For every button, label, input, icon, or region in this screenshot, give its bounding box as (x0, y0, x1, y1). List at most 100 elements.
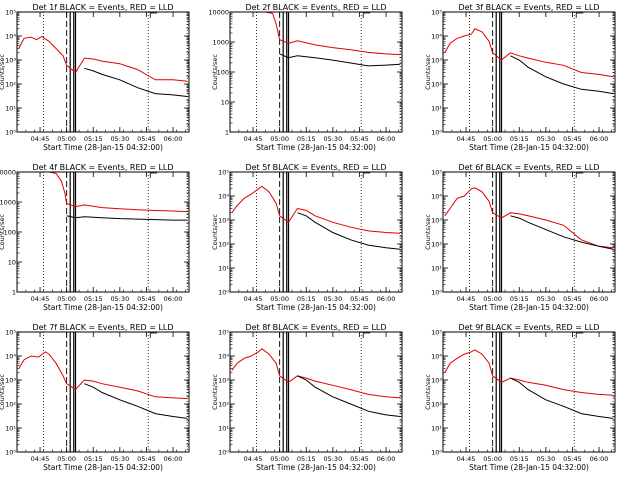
panel-title: Det 9f BLACK = Events, RED = LLD (458, 323, 599, 332)
y-tick-label: 10⁰ (5, 449, 16, 457)
y-tick-label: 10¹ (5, 105, 16, 113)
events-series-line (510, 55, 614, 95)
x-tick-label: 05:30 (110, 135, 129, 143)
corner-marker (362, 12, 371, 18)
corner-marker (149, 12, 158, 18)
x-axis-label: Start Time (28-Jan-15 04:32:00) (43, 463, 163, 472)
events-series-line (297, 212, 401, 250)
y-tick-label: 10² (218, 241, 229, 249)
events-series-line (84, 67, 188, 97)
x-tick-label: 04:45 (457, 135, 476, 143)
y-tick-label: 10⁰ (218, 449, 229, 457)
x-axis-label: Start Time (28-Jan-15 04:32:00) (256, 143, 376, 152)
x-axis-label: Start Time (28-Jan-15 04:32:00) (256, 303, 376, 312)
y-tick-label: 10⁰ (431, 449, 442, 457)
detector-panel: Det 4f BLACK = Events, RED = LLD Counts/s… (0, 163, 190, 312)
y-tick-label: 10¹ (218, 425, 229, 433)
y-tick-label: 10 (221, 99, 229, 107)
x-tick-label: 05:45 (563, 135, 582, 143)
y-tick-label: 10³ (5, 377, 16, 385)
events-series-line (510, 377, 614, 419)
panel-title: Det 6f BLACK = Events, RED = LLD (458, 163, 599, 172)
x-tick-label: 05:15 (84, 295, 103, 303)
x-tick-label: 06:00 (164, 295, 183, 303)
y-tick-label: 10⁴ (431, 193, 442, 201)
panel-title: Det 2f BLACK = Events, RED = LLD (245, 3, 386, 12)
panel-title: Det 8f BLACK = Events, RED = LLD (245, 323, 386, 332)
detector-panel: Det 9f BLACK = Events, RED = LLD Counts/s… (424, 323, 616, 472)
x-tick-label: 05:45 (350, 135, 369, 143)
x-tick-label: 05:00 (483, 135, 502, 143)
lld-series-line (18, 171, 188, 213)
x-axis-label: Start Time (28-Jan-15 04:32:00) (469, 303, 589, 312)
x-tick-label: 05:00 (270, 295, 289, 303)
x-tick-label: 04:45 (31, 295, 50, 303)
y-tick-label: 10² (431, 241, 442, 249)
lld-series-line (444, 187, 614, 249)
corner-marker (149, 332, 158, 338)
y-tick-label: 10⁴ (5, 353, 16, 361)
lld-series-line (18, 351, 188, 399)
y-tick-label: 1000 (0, 199, 16, 207)
y-tick-label: 1 (225, 129, 229, 137)
x-tick-label: 06:00 (377, 135, 396, 143)
plot-frame (16, 11, 190, 133)
x-tick-label: 06:00 (590, 135, 609, 143)
x-tick-label: 05:45 (137, 295, 156, 303)
x-tick-label: 05:15 (84, 455, 103, 463)
x-tick-label: 04:45 (31, 455, 50, 463)
corner-marker (362, 172, 371, 178)
y-tick-label: 1000 (212, 39, 229, 47)
lld-series-line (231, 11, 401, 56)
y-tick-label: 10 (8, 259, 16, 267)
y-tick-label: 10⁰ (218, 289, 229, 297)
x-tick-label: 05:45 (350, 295, 369, 303)
corner-marker (575, 332, 584, 338)
x-tick-label: 05:15 (510, 295, 529, 303)
y-tick-label: 10⁵ (431, 329, 442, 337)
detector-panel: Det 3f BLACK = Events, RED = LLD Counts/s… (424, 3, 616, 152)
y-tick-label: 10³ (431, 57, 442, 65)
y-axis-label: Counts/sec (424, 214, 432, 250)
lld-series-line (231, 185, 401, 234)
lld-series-line (18, 35, 188, 82)
y-tick-label: 10⁵ (5, 329, 16, 337)
x-tick-label: 05:00 (57, 455, 76, 463)
y-tick-label: 100 (4, 229, 16, 237)
y-tick-label: 10² (5, 81, 16, 89)
x-tick-label: 05:30 (323, 135, 342, 143)
plot-frame (229, 171, 403, 293)
panel-title: Det 4f BLACK = Events, RED = LLD (32, 163, 173, 172)
y-tick-label: 10¹ (218, 265, 229, 273)
detector-panel: Det 2f BLACK = Events, RED = LLD Counts/s… (208, 3, 403, 152)
y-axis-label: Counts/sec (0, 374, 6, 410)
lld-series-line (444, 349, 614, 396)
y-tick-label: 10⁴ (5, 33, 16, 41)
x-tick-label: 05:00 (483, 455, 502, 463)
y-axis-label: Counts/sec (0, 54, 6, 90)
y-tick-label: 10¹ (431, 425, 442, 433)
panel-title: Det 7f BLACK = Events, RED = LLD (32, 323, 173, 332)
x-tick-label: 04:45 (244, 135, 263, 143)
x-tick-label: 05:30 (323, 455, 342, 463)
y-tick-label: 10² (5, 401, 16, 409)
y-tick-label: 10² (218, 401, 229, 409)
plot-frame (442, 11, 616, 133)
detector-panel: Det 6f BLACK = Events, RED = LLD Counts/s… (424, 163, 616, 312)
corner-marker (575, 12, 584, 18)
y-tick-label: 10⁵ (5, 9, 16, 17)
y-tick-label: 10⁴ (218, 193, 229, 201)
x-tick-label: 06:00 (590, 455, 609, 463)
y-tick-label: 10¹ (5, 425, 16, 433)
y-axis-label: Counts/sec (211, 374, 219, 410)
events-series-line (66, 215, 188, 221)
plot-frame (16, 171, 190, 293)
x-axis-label: Start Time (28-Jan-15 04:32:00) (43, 143, 163, 152)
plot-frame (229, 331, 403, 453)
x-tick-label: 06:00 (590, 295, 609, 303)
x-tick-label: 04:45 (244, 455, 263, 463)
x-tick-label: 05:30 (110, 455, 129, 463)
y-tick-label: 10000 (0, 169, 16, 177)
events-series-line (84, 383, 188, 419)
